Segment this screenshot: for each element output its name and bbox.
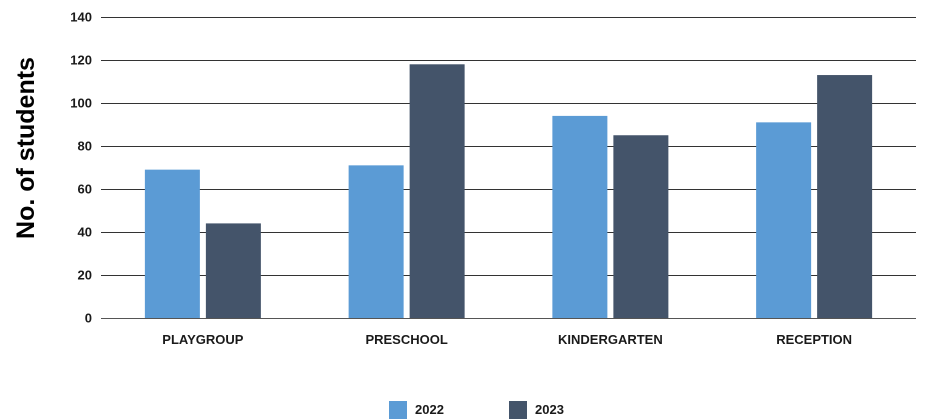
bar-preschool-2022 xyxy=(348,165,404,318)
bar-reception-2023 xyxy=(817,75,873,318)
y-tick-label: 0 xyxy=(85,311,92,326)
bar-kindergarten-2023 xyxy=(613,135,669,318)
bars xyxy=(144,64,873,319)
legend-label-2022: 2022 xyxy=(415,402,444,417)
y-tick-label: 120 xyxy=(70,53,92,68)
y-tick-label: 40 xyxy=(78,225,92,240)
x-category-label: PLAYGROUP xyxy=(162,332,243,347)
y-tick-label: 60 xyxy=(78,182,92,197)
y-tick-label: 140 xyxy=(70,10,92,25)
x-category-label: RECEPTION xyxy=(776,332,852,347)
x-category-label: KINDERGARTEN xyxy=(558,332,663,347)
bar-playgroup-2022 xyxy=(144,169,200,318)
y-axis-ticks: 0 20 40 60 80 100 120 140 xyxy=(70,10,92,326)
y-axis-title: No. of students xyxy=(12,57,40,239)
bar-kindergarten-2022 xyxy=(552,115,608,319)
bar-reception-2022 xyxy=(756,122,812,318)
legend-swatch-2022 xyxy=(389,401,407,419)
legend: 2022 2023 xyxy=(389,401,564,419)
bar-preschool-2023 xyxy=(409,64,465,318)
x-axis-categories: PLAYGROUP PRESCHOOL KINDERGARTEN RECEPTION xyxy=(162,332,852,347)
bar-playgroup-2023 xyxy=(205,223,261,318)
x-category-label: PRESCHOOL xyxy=(365,332,447,347)
y-tick-label: 80 xyxy=(78,139,92,154)
legend-label-2023: 2023 xyxy=(535,402,564,417)
y-tick-label: 100 xyxy=(70,96,92,111)
legend-swatch-2023 xyxy=(509,401,527,419)
y-tick-label: 20 xyxy=(78,268,92,283)
